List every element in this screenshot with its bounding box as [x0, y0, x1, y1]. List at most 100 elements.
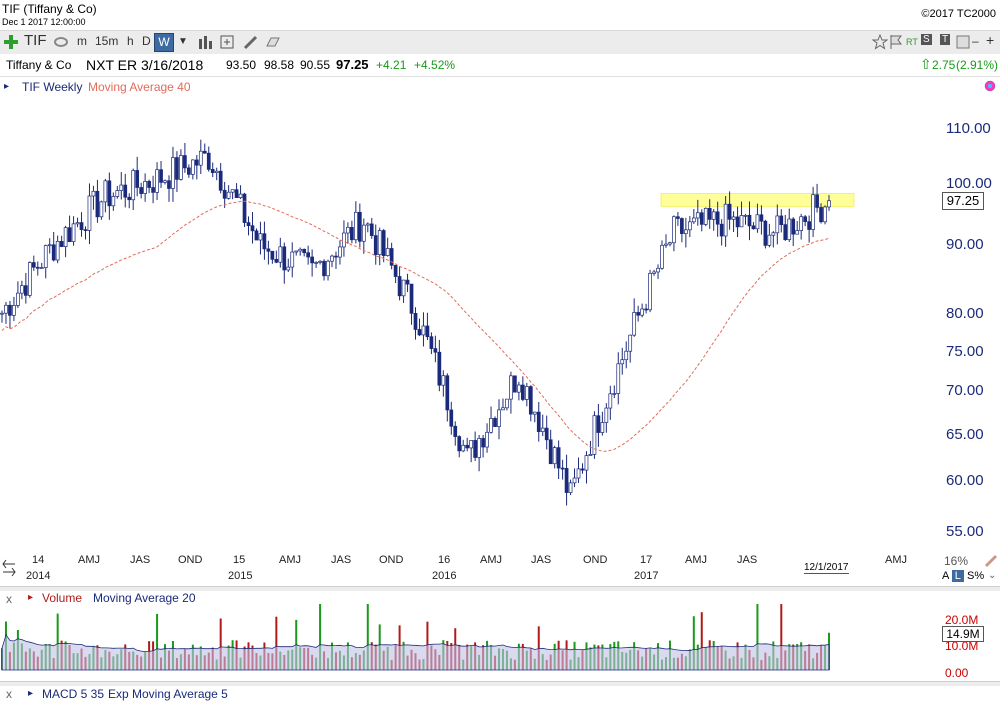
y-tick-65: 65.00	[946, 426, 984, 443]
bar-chart-icon[interactable]	[198, 35, 214, 52]
link-icon[interactable]	[53, 35, 69, 52]
pencil-icon[interactable]	[984, 554, 998, 568]
candle	[652, 271, 656, 274]
draw-tool-icon[interactable]	[243, 34, 259, 51]
candle	[183, 155, 187, 169]
scale-log[interactable]: L	[951, 570, 964, 582]
candle	[489, 418, 493, 433]
candle	[31, 262, 36, 268]
macd-ma-title[interactable]: Exp Moving Average 5	[108, 687, 228, 701]
candle	[771, 232, 776, 236]
collapse-icon[interactable]: ▸	[28, 688, 34, 699]
close-pane-icon[interactable]: x	[6, 592, 12, 606]
note-icon[interactable]	[265, 34, 281, 51]
legend-series[interactable]: TIF Weekly	[22, 80, 83, 94]
scan-button[interactable]: S	[921, 34, 932, 45]
period-15min[interactable]: 15m	[95, 34, 119, 48]
volume-bar	[700, 612, 703, 670]
candle	[739, 215, 744, 228]
collapse-icon[interactable]: ▸	[4, 81, 10, 92]
x-year-label: 2017	[634, 570, 659, 582]
candle	[493, 418, 497, 427]
period-hourly[interactable]: h	[127, 34, 134, 48]
legend-indicator[interactable]: Moving Average 40	[88, 80, 191, 94]
last-price-marker: 97.25	[942, 192, 984, 210]
period-1min[interactable]: m	[77, 34, 87, 48]
close-pane-icon[interactable]: x	[6, 687, 12, 701]
realtime-toggle[interactable]: RT	[906, 37, 918, 47]
candle	[135, 170, 140, 188]
price-chart[interactable]	[0, 96, 940, 552]
y-tick-70: 70.00	[946, 382, 984, 399]
macd-title[interactable]: MACD 5 35	[42, 687, 105, 701]
candle	[636, 312, 641, 316]
volume-ma-title[interactable]: Moving Average 20	[93, 591, 196, 605]
candle	[469, 440, 474, 449]
company-name: Tiffany & Co	[6, 58, 72, 72]
candle	[640, 308, 644, 316]
add-pane-icon[interactable]: +	[986, 32, 995, 48]
candle	[691, 217, 696, 223]
scale-dropdown-icon[interactable]: ⌄	[988, 570, 997, 581]
add-symbol-icon[interactable]	[3, 34, 19, 51]
x-tick-label: 15	[233, 554, 246, 566]
candle	[501, 407, 505, 411]
scroll-icon[interactable]	[2, 558, 16, 580]
pane-divider[interactable]	[0, 586, 1000, 591]
candle	[660, 244, 664, 269]
candle	[24, 285, 28, 296]
minimize-icon[interactable]: –	[972, 34, 979, 48]
candle	[39, 267, 44, 269]
candle	[131, 170, 136, 201]
collapse-icon[interactable]: ▸	[28, 592, 34, 603]
moving-average-line	[1, 200, 830, 452]
candle	[409, 283, 414, 314]
add-indicator-icon[interactable]	[220, 35, 236, 52]
candle	[115, 190, 120, 197]
symbol-input[interactable]: TIF	[24, 32, 47, 49]
candle	[703, 207, 708, 225]
candle	[198, 150, 203, 166]
scale-arith[interactable]: A	[942, 570, 949, 582]
candle	[377, 230, 382, 256]
scale-percent[interactable]: S%	[966, 570, 985, 582]
candle	[596, 415, 601, 433]
candle	[513, 375, 517, 393]
candle	[35, 266, 40, 269]
candle	[795, 230, 800, 235]
candle	[676, 216, 680, 219]
candle	[127, 196, 132, 201]
candle	[584, 455, 589, 471]
save-icon[interactable]	[956, 35, 970, 52]
candle	[552, 447, 557, 465]
candle	[250, 225, 255, 232]
pane-divider[interactable]	[0, 681, 1000, 686]
candle	[218, 170, 223, 191]
volume-title[interactable]: Volume	[42, 591, 83, 605]
candle	[385, 248, 390, 256]
candle	[449, 409, 454, 427]
candle	[731, 216, 736, 220]
candle	[811, 194, 815, 230]
star-icon[interactable]	[872, 34, 888, 51]
template-button[interactable]: T	[940, 34, 951, 45]
period-weekly[interactable]: W	[154, 33, 174, 52]
day-change: 2.75	[932, 58, 956, 72]
candle	[167, 180, 171, 189]
x-tick-label: AMJ	[480, 554, 502, 566]
candle	[791, 218, 796, 235]
candle	[83, 229, 88, 231]
color-wheel-icon[interactable]	[984, 80, 996, 92]
candle	[644, 308, 648, 311]
candle	[119, 184, 124, 191]
zoom-percent[interactable]: 16%	[944, 554, 969, 568]
candle	[528, 386, 533, 415]
candle	[59, 241, 64, 247]
candle	[648, 273, 652, 311]
period-daily[interactable]: D	[142, 34, 151, 48]
candle	[55, 241, 60, 261]
period-dropdown-icon[interactable]: ▼	[178, 36, 188, 47]
volume-chart[interactable]	[0, 604, 940, 674]
candle	[680, 218, 684, 234]
flag-icon[interactable]	[889, 34, 903, 51]
